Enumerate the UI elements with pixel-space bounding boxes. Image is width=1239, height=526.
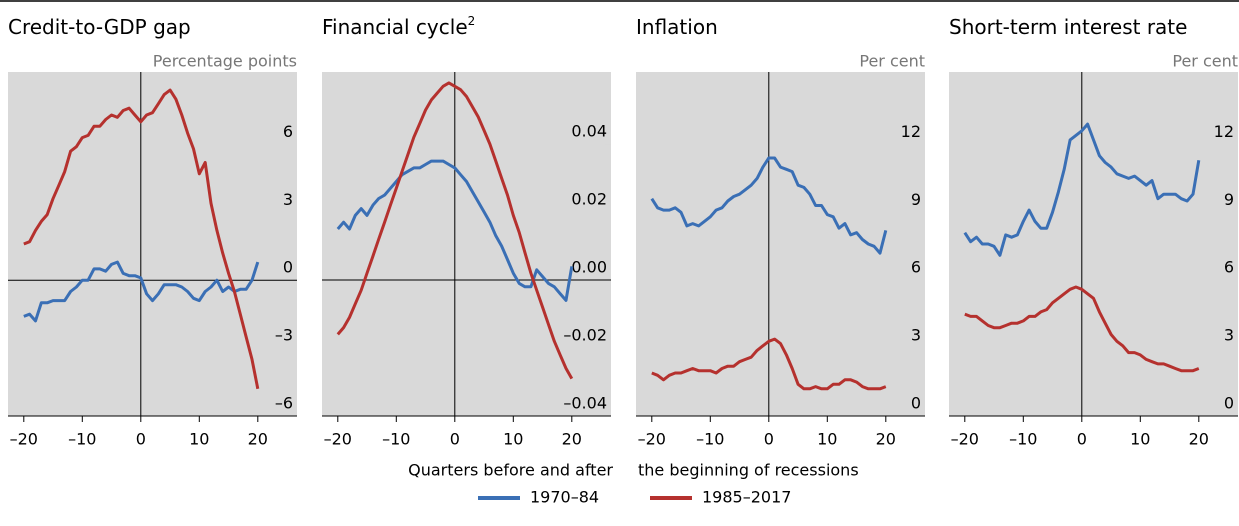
- plot-area: [949, 72, 1238, 416]
- panel-title: Inflation: [636, 15, 718, 39]
- legend-label: 1985–2017: [702, 488, 791, 507]
- series-line: [336, 81, 574, 380]
- x-tick-label: 10: [817, 430, 837, 449]
- y-tick-label: 0: [911, 394, 921, 413]
- unit-label: Per cent: [859, 52, 925, 71]
- y-tick-label: 0: [283, 258, 293, 277]
- series-line: [23, 88, 260, 390]
- x-axis-label: the beginning of recessions: [638, 461, 859, 480]
- y-tick-label: 3: [911, 326, 921, 345]
- x-tick-label: 10: [189, 430, 209, 449]
- panel-title: Short-term interest rate: [949, 15, 1187, 39]
- y-tick-label: –3: [275, 326, 293, 345]
- x-tick-label: 10: [503, 430, 523, 449]
- series-line: [963, 122, 1201, 257]
- series-line: [964, 285, 1200, 373]
- x-tick-label: 0: [1077, 430, 1087, 449]
- title-text: Short-term interest rate: [949, 15, 1187, 39]
- x-tick-label: –10: [382, 430, 410, 449]
- y-tick-label: 0.04: [571, 122, 607, 141]
- x-tick-label: –20: [638, 430, 666, 449]
- y-tick-label: –0.04: [563, 394, 607, 413]
- x-tick-label: 20: [248, 430, 268, 449]
- title-text: Credit-to-GDP gap: [8, 15, 191, 39]
- y-tick-label: –0.02: [563, 326, 607, 345]
- x-tick-label: –10: [696, 430, 724, 449]
- x-tick-label: –20: [951, 430, 979, 449]
- x-tick-label: –10: [1009, 430, 1037, 449]
- plot-area: [636, 72, 925, 416]
- y-tick-label: 12: [901, 122, 921, 141]
- y-tick-label: 0.00: [571, 258, 607, 277]
- y-tick-label: 12: [1214, 122, 1234, 141]
- x-tick-label: 10: [1130, 430, 1150, 449]
- y-tick-label: 6: [283, 122, 293, 141]
- y-tick-label: 9: [911, 190, 921, 209]
- title-text: Financial cycle: [322, 15, 468, 39]
- x-tick-label: 20: [562, 430, 582, 449]
- y-tick-label: 9: [1224, 190, 1234, 209]
- plot-area: [8, 72, 297, 416]
- y-tick-label: 3: [1224, 326, 1234, 345]
- title-text: Inflation: [636, 15, 718, 39]
- y-tick-label: 0: [1224, 394, 1234, 413]
- plot-area: [322, 72, 611, 416]
- y-tick-label: 6: [1224, 258, 1234, 277]
- x-tick-label: –10: [68, 430, 96, 449]
- y-tick-label: 6: [911, 258, 921, 277]
- series-line: [651, 337, 887, 391]
- x-axis-label: Quarters before and after: [408, 461, 613, 480]
- x-tick-label: 0: [764, 430, 774, 449]
- x-tick-label: –20: [10, 430, 38, 449]
- panel-title: Financial cycle2: [322, 14, 475, 39]
- y-tick-label: 0.02: [571, 190, 607, 209]
- x-tick-label: 0: [136, 430, 146, 449]
- title-superscript: 2: [468, 14, 476, 28]
- panel-title: Credit-to-GDP gap: [8, 15, 191, 39]
- x-tick-label: 20: [876, 430, 896, 449]
- series-line: [23, 260, 260, 323]
- legend-label: 1970–84: [530, 488, 599, 507]
- y-tick-label: –6: [275, 394, 293, 413]
- x-tick-label: 0: [450, 430, 460, 449]
- x-tick-label: –20: [324, 430, 352, 449]
- unit-label: Percentage points: [153, 52, 297, 71]
- unit-label: Per cent: [1172, 52, 1238, 71]
- series-line: [650, 156, 888, 255]
- x-tick-label: 20: [1189, 430, 1209, 449]
- y-tick-label: 3: [283, 190, 293, 209]
